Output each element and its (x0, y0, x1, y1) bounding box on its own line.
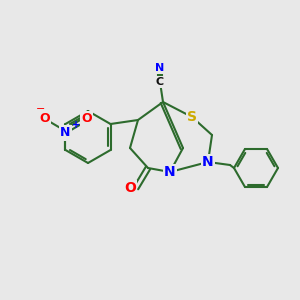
Text: N: N (202, 155, 214, 169)
Text: N: N (155, 63, 165, 73)
Text: O: O (39, 112, 50, 125)
Text: N: N (164, 165, 176, 179)
Text: S: S (187, 110, 197, 124)
Text: O: O (81, 112, 92, 125)
Text: C: C (156, 77, 164, 87)
Text: O: O (124, 181, 136, 195)
Text: −: − (35, 104, 45, 114)
Text: N: N (60, 127, 71, 140)
Text: +: + (73, 120, 81, 130)
